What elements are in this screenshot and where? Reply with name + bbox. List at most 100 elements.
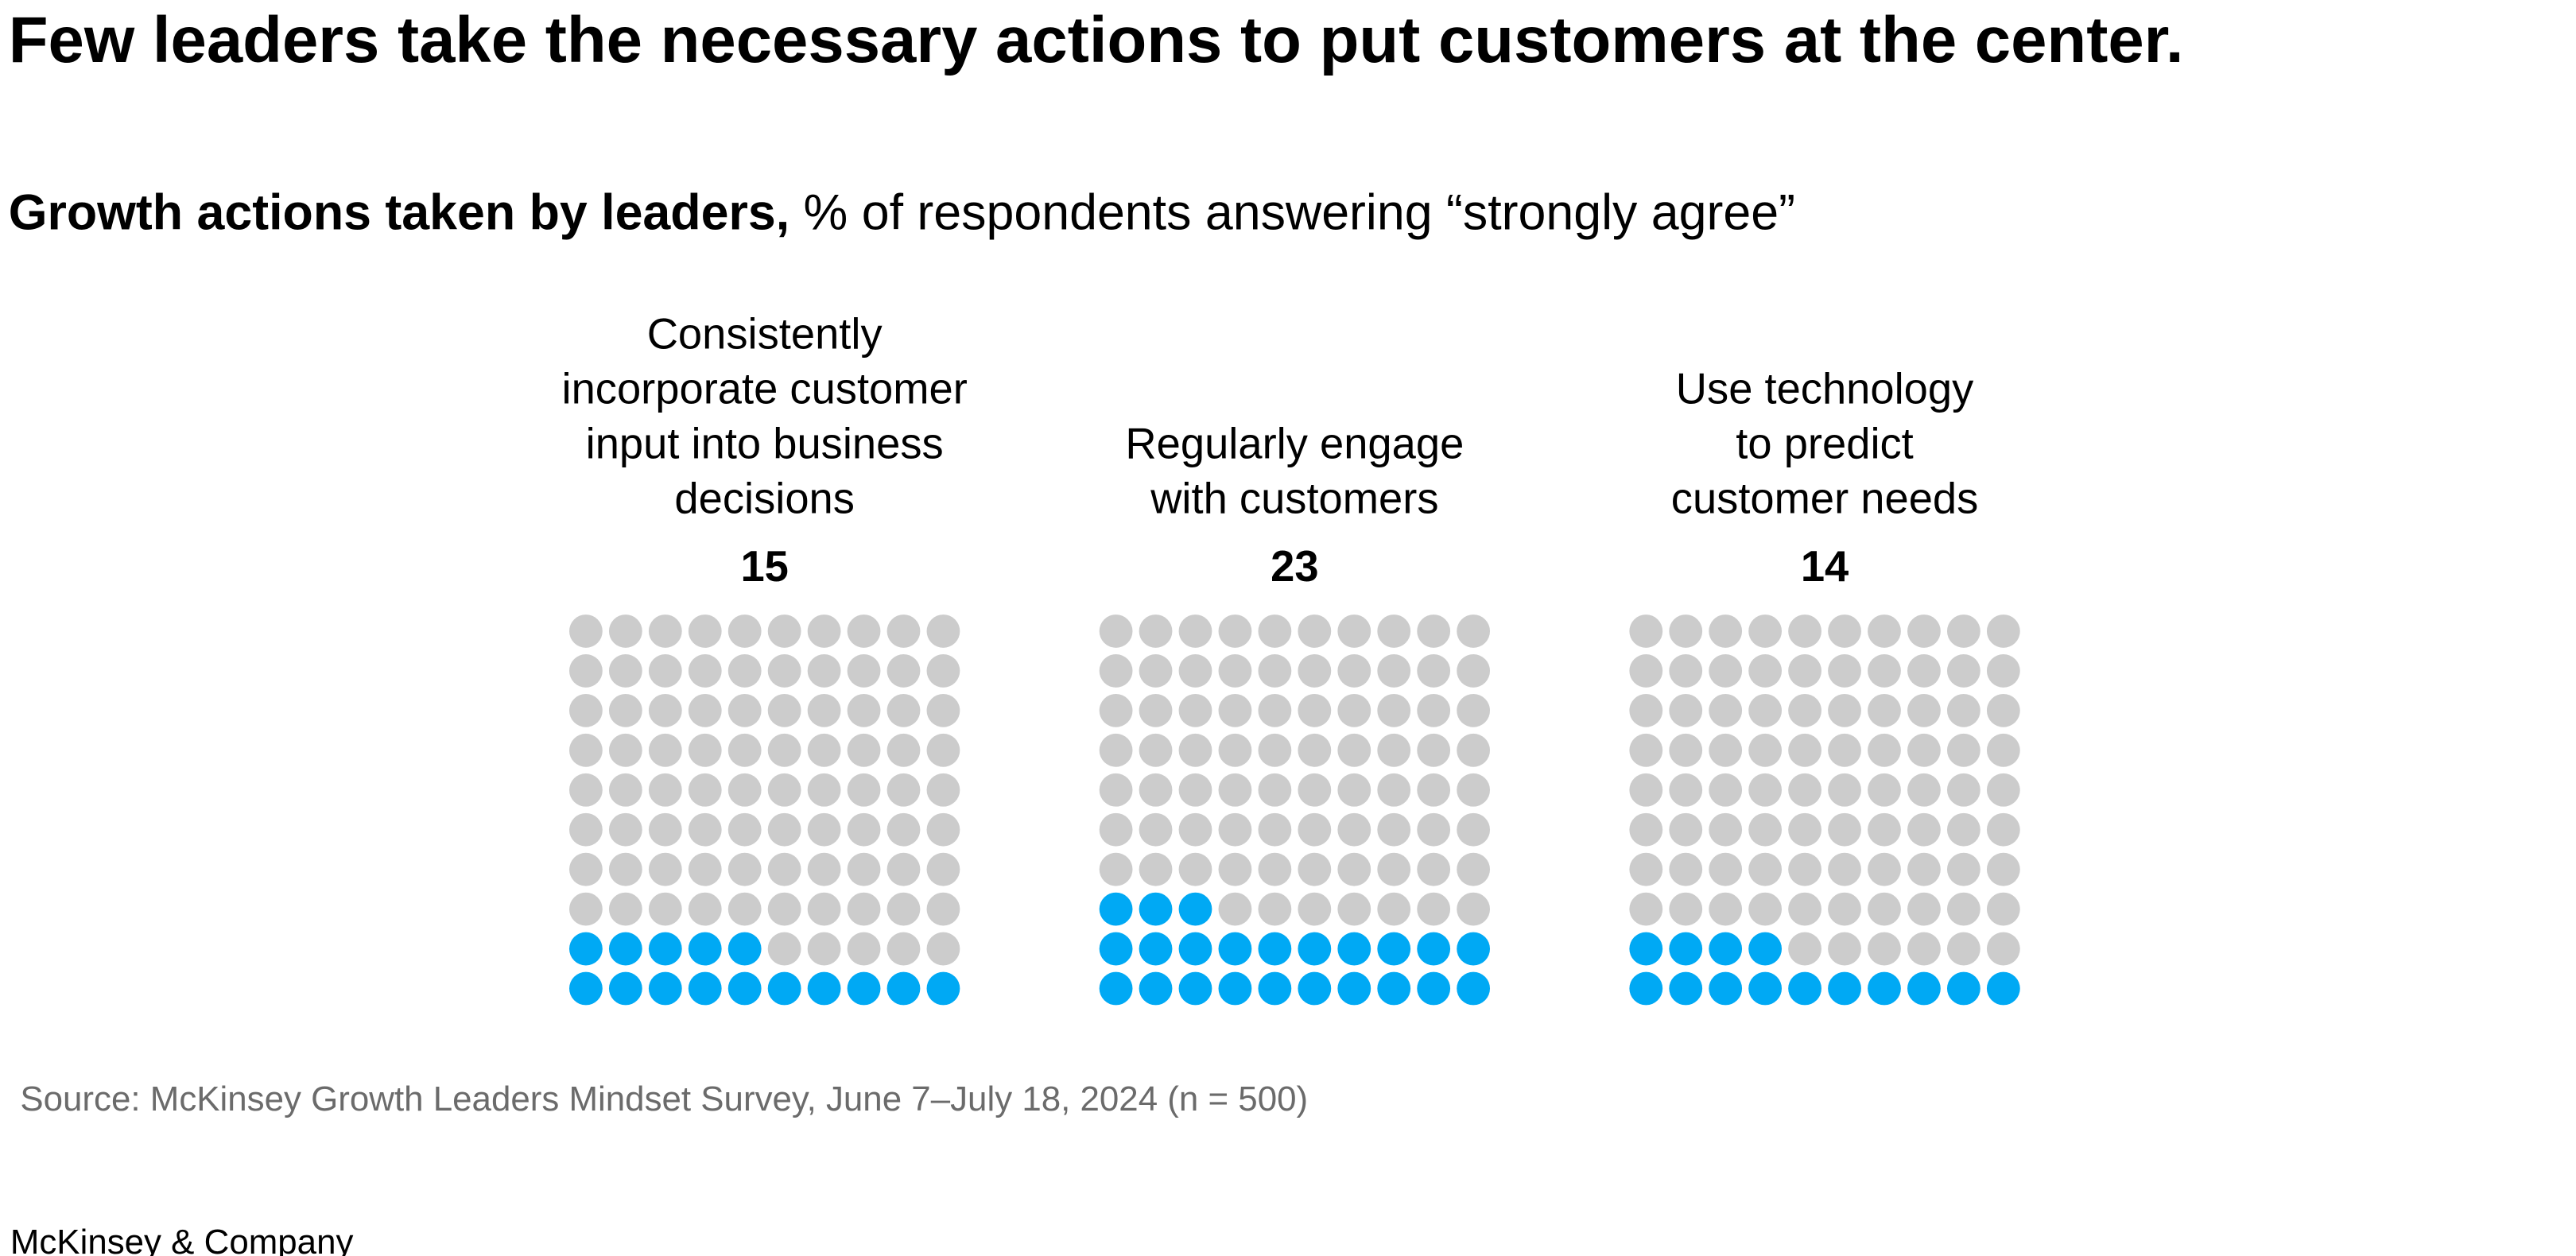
subtitle-bold: Growth actions taken by leaders, — [9, 184, 789, 240]
filled-dot — [847, 971, 881, 1006]
empty-dot — [1748, 892, 1783, 926]
category-label: decisions — [674, 475, 855, 523]
empty-dot — [1298, 693, 1332, 727]
empty-dot — [1828, 654, 1861, 688]
filled-dot — [1788, 971, 1821, 1006]
empty-dot — [926, 733, 960, 767]
empty-dot — [1218, 852, 1252, 886]
empty-dot — [1298, 614, 1332, 648]
empty-dot — [1748, 654, 1783, 688]
empty-dot — [1748, 733, 1783, 767]
empty-dot — [767, 654, 801, 688]
filled-dot — [608, 971, 642, 1006]
empty-dot — [568, 733, 603, 767]
empty-dot — [568, 892, 603, 926]
empty-dot — [608, 693, 642, 727]
filled-dot — [1218, 932, 1252, 966]
empty-dot — [1629, 733, 1663, 767]
empty-dot — [1709, 654, 1743, 688]
empty-dot — [847, 812, 881, 847]
empty-dot — [1417, 693, 1451, 727]
empty-dot — [1337, 773, 1371, 807]
empty-dot — [886, 892, 921, 926]
empty-dot — [1986, 773, 2020, 807]
empty-dot — [1258, 773, 1292, 807]
filled-dot — [1298, 932, 1332, 966]
empty-dot — [568, 654, 603, 688]
empty-dot — [1178, 614, 1212, 648]
empty-dot — [648, 733, 682, 767]
empty-dot — [1417, 852, 1451, 886]
category-label: input into business — [586, 420, 944, 468]
empty-dot — [1868, 733, 1901, 767]
empty-dot — [1337, 693, 1371, 727]
empty-dot — [1907, 932, 1941, 966]
empty-dot — [807, 773, 841, 807]
empty-dot — [1669, 892, 1703, 926]
filled-dot — [727, 932, 762, 966]
empty-dot — [767, 614, 801, 648]
empty-dot — [886, 614, 921, 648]
empty-dot — [568, 614, 603, 648]
value-label: 23 — [1271, 542, 1318, 591]
empty-dot — [1457, 812, 1491, 847]
empty-dot — [807, 614, 841, 648]
empty-dot — [1298, 852, 1332, 886]
empty-dot — [1377, 892, 1411, 926]
filled-dot — [807, 971, 841, 1006]
empty-dot — [1868, 693, 1901, 727]
empty-dot — [1417, 614, 1451, 648]
empty-dot — [1946, 773, 1980, 807]
empty-dot — [568, 812, 603, 847]
empty-dot — [1709, 693, 1743, 727]
empty-dot — [1377, 733, 1411, 767]
empty-dot — [1337, 812, 1371, 847]
empty-dot — [1377, 812, 1411, 847]
empty-dot — [1709, 733, 1743, 767]
empty-dot — [1139, 614, 1173, 648]
empty-dot — [1828, 892, 1861, 926]
empty-dot — [1986, 614, 2020, 648]
empty-dot — [1828, 614, 1861, 648]
empty-dot — [1337, 654, 1371, 688]
empty-dot — [1709, 773, 1743, 807]
empty-dot — [807, 733, 841, 767]
empty-dot — [1709, 812, 1743, 847]
filled-dot — [1099, 971, 1133, 1006]
empty-dot — [767, 892, 801, 926]
empty-dot — [1629, 852, 1663, 886]
category-label: incorporate customer — [562, 365, 968, 413]
empty-dot — [1218, 812, 1252, 847]
subtitle: Growth actions taken by leaders, % of re… — [9, 184, 1795, 240]
empty-dot — [688, 654, 722, 688]
empty-dot — [1709, 852, 1743, 886]
empty-dot — [727, 614, 762, 648]
empty-dot — [1629, 693, 1663, 727]
empty-dot — [1178, 733, 1212, 767]
empty-dot — [1178, 773, 1212, 807]
empty-dot — [1946, 812, 1980, 847]
empty-dot — [1139, 852, 1173, 886]
empty-dot — [1868, 654, 1901, 688]
empty-dot — [1828, 812, 1861, 847]
filled-dot — [1178, 892, 1212, 926]
empty-dot — [1629, 614, 1663, 648]
empty-dot — [1669, 614, 1703, 648]
empty-dot — [1986, 693, 2020, 727]
empty-dot — [1946, 932, 1980, 966]
empty-dot — [1907, 812, 1941, 847]
empty-dot — [847, 693, 881, 727]
empty-dot — [926, 932, 960, 966]
empty-dot — [807, 932, 841, 966]
empty-dot — [1828, 733, 1861, 767]
empty-dot — [1258, 654, 1292, 688]
filled-dot — [1178, 971, 1212, 1006]
empty-dot — [1748, 852, 1783, 886]
empty-dot — [1139, 733, 1173, 767]
empty-dot — [727, 852, 762, 886]
empty-dot — [1298, 773, 1332, 807]
empty-dot — [926, 852, 960, 886]
empty-dot — [926, 812, 960, 847]
empty-dot — [1986, 733, 2020, 767]
empty-dot — [1457, 892, 1491, 926]
